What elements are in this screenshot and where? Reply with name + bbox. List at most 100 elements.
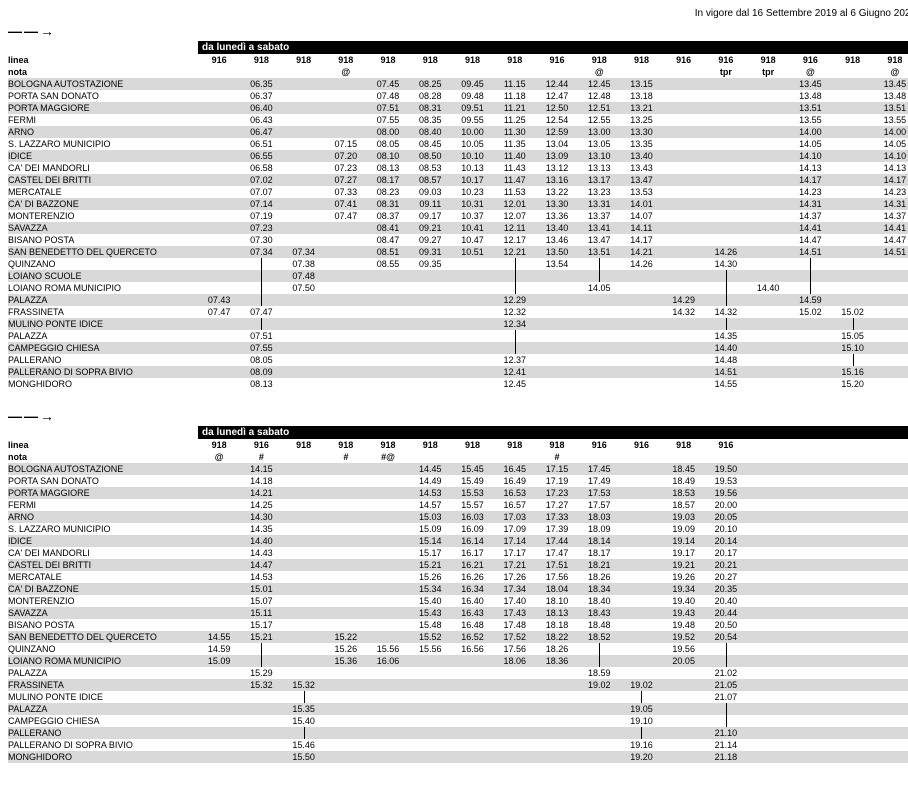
time-cell (240, 727, 282, 739)
time-cell (663, 258, 705, 270)
time-cell (620, 511, 662, 523)
time-cell (198, 547, 240, 559)
time-cell: 19.40 (663, 595, 705, 607)
time-cell (367, 511, 409, 523)
time-cell: 16.49 (494, 475, 536, 487)
line-number (874, 439, 908, 451)
stop-name: PALLERANO (8, 727, 198, 739)
time-cell (409, 354, 451, 366)
time-cell: 21.07 (705, 691, 747, 703)
time-cell (578, 318, 620, 330)
time-cell (620, 547, 662, 559)
time-cell (198, 126, 240, 138)
time-cell (536, 330, 578, 342)
line-number: 918 (620, 54, 662, 66)
time-cell (874, 691, 908, 703)
time-cell (832, 547, 874, 559)
time-cell (282, 727, 324, 739)
time-cell (663, 150, 705, 162)
stop-name: MONTERENZIO (8, 210, 198, 222)
time-cell: 18.13 (536, 607, 578, 619)
time-cell: 11.25 (494, 114, 536, 126)
time-cell (789, 595, 831, 607)
time-cell (832, 571, 874, 583)
time-cell: 09.48 (451, 90, 493, 102)
time-cell: 15.20 (832, 378, 874, 390)
time-cell: 09.35 (409, 258, 451, 270)
time-cell: 06.35 (240, 78, 282, 90)
time-cell (663, 318, 705, 330)
time-cell (198, 258, 240, 270)
line-number: 918 (240, 54, 282, 66)
line-number: 918 (282, 439, 324, 451)
time-cell (747, 222, 789, 234)
time-cell: 13.23 (578, 186, 620, 198)
time-cell (705, 270, 747, 282)
time-cell: 06.51 (240, 138, 282, 150)
stop-name: PORTA MAGGIORE (8, 487, 198, 499)
time-cell (409, 751, 451, 763)
time-cell (367, 667, 409, 679)
stop-name: MONGHIDORO (8, 751, 198, 763)
time-cell: 18.36 (536, 655, 578, 667)
time-cell: 14.37 (789, 210, 831, 222)
time-cell: 14.32 (663, 306, 705, 318)
time-cell: 10.17 (451, 174, 493, 186)
time-cell (451, 667, 493, 679)
time-cell (663, 186, 705, 198)
direction-arrow: ——→ (8, 23, 908, 39)
time-cell: 17.34 (494, 583, 536, 595)
table-row: PALAZZA15.3519.05 (8, 703, 908, 715)
time-cell (832, 162, 874, 174)
time-cell (240, 294, 282, 306)
time-cell: 11.18 (494, 90, 536, 102)
time-cell: 16.52 (451, 631, 493, 643)
time-cell (282, 186, 324, 198)
time-cell (451, 318, 493, 330)
time-cell: 13.21 (620, 102, 662, 114)
time-cell: 09.27 (409, 234, 451, 246)
time-cell: 18.45 (663, 463, 705, 475)
stop-name: PORTA MAGGIORE (8, 102, 198, 114)
table-row: PORTA SAN DONATO14.1814.4915.4916.4917.1… (8, 475, 908, 487)
time-cell (198, 487, 240, 499)
time-cell (705, 102, 747, 114)
time-cell: 15.50 (282, 751, 324, 763)
time-cell (451, 751, 493, 763)
time-cell: 17.43 (494, 607, 536, 619)
time-cell: 19.17 (663, 547, 705, 559)
time-cell (620, 475, 662, 487)
time-cell: 13.30 (536, 198, 578, 210)
line-number: 918 (832, 54, 874, 66)
table-row: BOLOGNA AUTOSTAZIONE06.3507.4508.2509.45… (8, 78, 908, 90)
time-cell: 08.45 (409, 138, 451, 150)
time-cell (620, 487, 662, 499)
time-cell (747, 607, 789, 619)
time-cell (536, 667, 578, 679)
time-cell: 21.14 (705, 739, 747, 751)
time-cell (832, 535, 874, 547)
time-cell (367, 631, 409, 643)
time-cell: 07.55 (240, 342, 282, 354)
table-row: MERCATALE07.0707.3308.2309.0310.2311.531… (8, 186, 908, 198)
time-cell (367, 547, 409, 559)
time-cell: 10.47 (451, 234, 493, 246)
time-cell (747, 595, 789, 607)
time-cell (832, 595, 874, 607)
time-cell: 16.17 (451, 547, 493, 559)
time-cell: 14.47 (789, 234, 831, 246)
time-cell: 08.28 (409, 90, 451, 102)
time-cell (536, 306, 578, 318)
time-cell: 14.35 (240, 523, 282, 535)
stop-name: PORTA SAN DONATO (8, 475, 198, 487)
stop-name: PALAZZA (8, 330, 198, 342)
time-cell: 18.26 (536, 643, 578, 655)
stop-name: SAVAZZA (8, 607, 198, 619)
time-cell: 10.10 (451, 150, 493, 162)
time-cell (832, 126, 874, 138)
time-cell: 11.53 (494, 186, 536, 198)
stop-name: PALLERANO (8, 354, 198, 366)
table-row: FERMI14.2514.5715.5716.5717.2717.5718.57… (8, 499, 908, 511)
time-cell (367, 523, 409, 535)
time-cell: 14.18 (240, 475, 282, 487)
